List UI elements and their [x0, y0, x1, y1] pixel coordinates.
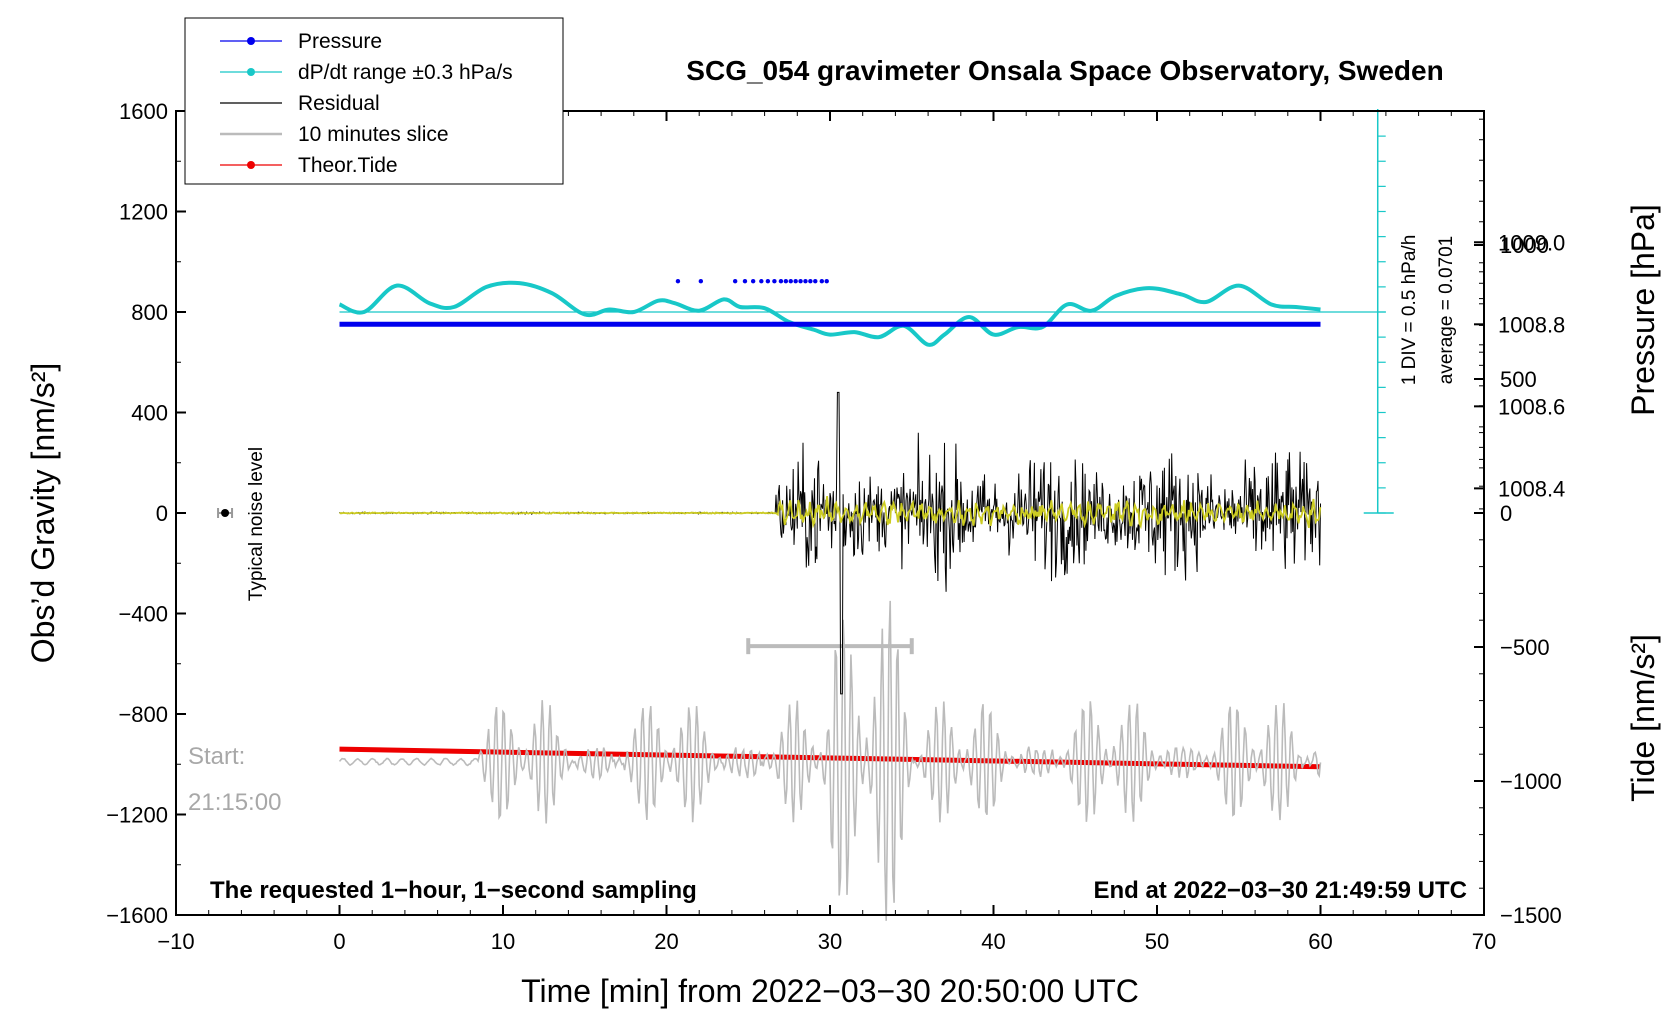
x-tick-label: 0	[333, 929, 345, 954]
legend-label: Residual	[298, 92, 380, 115]
pressure-point	[750, 279, 756, 284]
pressure-point	[824, 279, 829, 284]
tide-axis-title: Tide [nm/s²]	[1625, 634, 1661, 802]
pressure-point	[765, 279, 771, 284]
dpdt-div-label: 1 DIV = 0.5 hPa/h	[1399, 235, 1420, 386]
legend-label: Theor.Tide	[298, 154, 398, 177]
x-tick-label: 50	[1145, 929, 1169, 954]
tide-tick-label: −500	[1500, 635, 1550, 660]
x-tick-label: 60	[1308, 929, 1332, 954]
y-tick-label: 400	[131, 401, 168, 426]
legend-box	[184, 17, 564, 185]
legend-marker	[247, 37, 255, 45]
pressure-point	[759, 279, 764, 284]
pressure-point	[675, 279, 681, 284]
pressure-point	[813, 279, 818, 284]
pressure-tick-label: 1008.4	[1498, 476, 1565, 501]
pressure-point	[819, 279, 825, 284]
pressure-tick-label: 1009.0	[1498, 230, 1565, 255]
pressure-axis-title: Pressure [hPa]	[1625, 204, 1661, 416]
pressure-point	[742, 279, 748, 284]
y-tick-label: 800	[131, 300, 168, 325]
legend-label: 10 minutes slice	[298, 123, 449, 146]
x-tick-label: 30	[818, 929, 842, 954]
traces-layer	[217, 109, 1394, 921]
pressure-point	[793, 279, 798, 284]
tide-tick-label: 500	[1500, 367, 1537, 392]
pressure-point	[783, 279, 789, 284]
tide-tick-label: −1500	[1500, 903, 1562, 928]
y-tick-label: −1600	[106, 903, 168, 928]
noise-marker	[221, 509, 230, 517]
pressure-point	[788, 279, 793, 284]
tide-tick-label: −1000	[1500, 769, 1562, 794]
slice-trace	[338, 600, 1322, 921]
y-tick-label: −400	[118, 602, 168, 627]
x-axis-title: Time [min] from 2022−03−30 20:50:00 UTC	[521, 973, 1139, 1009]
legend: Pressure dP/dt range ±0.3 hPa/s Residual 10…	[184, 17, 564, 185]
pressure-point	[778, 279, 784, 284]
dpdt-trace	[338, 280, 1321, 347]
dpdt-average-label: average = 0.0701	[1436, 236, 1457, 384]
sampling-note: The requested 1−hour, 1−second sampling	[210, 877, 697, 904]
y-tick-label: −800	[118, 702, 168, 727]
start-time: 21:15:00	[188, 789, 281, 816]
pressure-point	[698, 279, 704, 284]
noise-level-label: Typical noise level	[246, 447, 267, 601]
residual-smoothed-trace	[339, 496, 1322, 530]
y-axis-title: Obs’d Gravity [nm/s²]	[25, 363, 61, 664]
legend-marker	[247, 68, 255, 76]
legend-label: Pressure	[298, 30, 382, 53]
pressure-tick-label: 1008.6	[1498, 394, 1565, 419]
y-tick-label: 1200	[119, 200, 168, 225]
legend-marker	[247, 161, 255, 169]
y-tick-label: 0	[156, 501, 168, 526]
pressure-point	[772, 279, 777, 284]
x-tick-label: −10	[157, 929, 194, 954]
x-tick-label: 70	[1472, 929, 1496, 954]
legend-label: dP/dt range ±0.3 hPa/s	[298, 61, 513, 84]
residual-trace	[339, 391, 1321, 695]
end-time-note: End at 2022−03−30 21:49:59 UTC	[1093, 877, 1467, 904]
x-tick-label: 10	[491, 929, 515, 954]
x-tick-label: 40	[981, 929, 1005, 954]
chart-title: SCG_054 gravimeter Onsala Space Observat…	[686, 55, 1443, 86]
pressure-point	[803, 279, 808, 284]
tide-tick-label: 0	[1500, 501, 1512, 526]
y-tick-label: 1600	[119, 99, 168, 124]
y-tick-label: −1200	[106, 803, 168, 828]
pressure-point	[732, 279, 738, 284]
pressure-tick-label: 1008.8	[1498, 312, 1565, 337]
start-label: Start:	[188, 743, 245, 770]
pressure-point	[798, 279, 803, 284]
x-tick-label: 20	[654, 929, 678, 954]
pressure-point	[808, 279, 813, 284]
tide-tick-label: 1000	[1500, 233, 1549, 258]
